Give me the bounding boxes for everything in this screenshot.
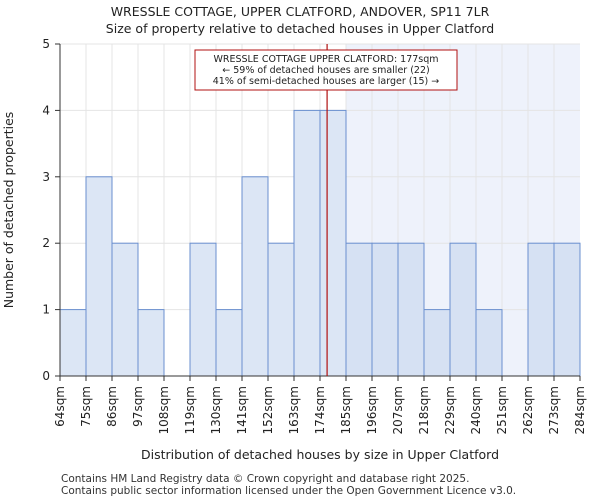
footer-line-2: Contains public sector information licen…	[61, 485, 517, 497]
x-tick-label: 108sqm	[157, 386, 171, 434]
x-tick-label: 163sqm	[287, 386, 301, 434]
histogram-bar	[189, 242, 217, 377]
histogram-bar	[293, 109, 321, 377]
x-tick-label: 130sqm	[209, 386, 223, 434]
annotation-box	[194, 49, 458, 91]
histogram-bar	[527, 242, 555, 377]
histogram-bar	[319, 109, 347, 377]
histogram-bar	[215, 309, 243, 377]
histogram-bar	[449, 242, 477, 377]
annotation-line-1: WRESSLE COTTAGE UPPER CLATFORD: 177sqm	[213, 54, 438, 65]
chart-title: WRESSLE COTTAGE, UPPER CLATFORD, ANDOVER…	[110, 4, 490, 19]
histogram-bar	[397, 242, 425, 377]
x-tick-label: 196sqm	[365, 386, 379, 434]
x-tick-label: 174sqm	[313, 386, 327, 434]
histogram-bar	[241, 176, 269, 377]
x-tick-label: 251sqm	[495, 386, 509, 434]
histogram-bar	[423, 309, 451, 377]
y-tick-label: 3	[42, 170, 50, 184]
annotation-line-2: ← 59% of detached houses are smaller (22…	[222, 65, 429, 76]
histogram-bar	[553, 242, 581, 377]
y-tick-label: 1	[42, 303, 50, 317]
x-tick-label: 75sqm	[79, 386, 93, 427]
x-tick-label: 262sqm	[521, 386, 535, 434]
histogram-bar	[267, 242, 295, 377]
y-tick-label: 0	[42, 369, 50, 383]
y-tick-label: 2	[42, 236, 50, 250]
footer-line-1: Contains HM Land Registry data © Crown c…	[61, 473, 470, 485]
x-tick-label: 86sqm	[105, 386, 119, 427]
histogram-bar	[137, 309, 165, 377]
x-tick-label: 284sqm	[573, 386, 587, 434]
y-tick-label: 4	[42, 103, 50, 117]
x-axis-label: Distribution of detached houses by size …	[141, 447, 499, 462]
x-tick-label: 119sqm	[183, 386, 197, 434]
histogram-bar	[85, 176, 113, 377]
x-tick-label: 207sqm	[391, 386, 405, 434]
x-tick-label: 152sqm	[261, 386, 275, 434]
x-tick-label: 97sqm	[131, 386, 145, 427]
histogram-bar	[111, 242, 139, 377]
x-tick-label: 185sqm	[339, 386, 353, 434]
x-tick-label: 218sqm	[417, 386, 431, 434]
y-tick-label: 5	[42, 37, 50, 51]
histogram-chart: 0 1 2 3 4 5 64sqm 75sqm 86sqm 97sqm 108sqm 119sqm 13…	[1, 37, 587, 462]
histogram-bar	[345, 242, 373, 377]
x-tick-label: 141sqm	[235, 386, 249, 434]
histogram-bar	[59, 309, 87, 377]
y-axis-label: Number of detached properties	[1, 112, 16, 309]
annotation-line-3: 41% of semi-detached houses are larger (…	[213, 76, 440, 87]
histogram-bar	[371, 242, 399, 377]
x-tick-label: 229sqm	[443, 386, 457, 434]
histogram-bar	[475, 309, 503, 377]
chart-subtitle: Size of property relative to detached ho…	[105, 21, 495, 36]
x-tick-label: 273sqm	[547, 386, 561, 434]
x-tick-label: 64sqm	[53, 386, 67, 427]
x-tick-label: 240sqm	[469, 386, 483, 434]
